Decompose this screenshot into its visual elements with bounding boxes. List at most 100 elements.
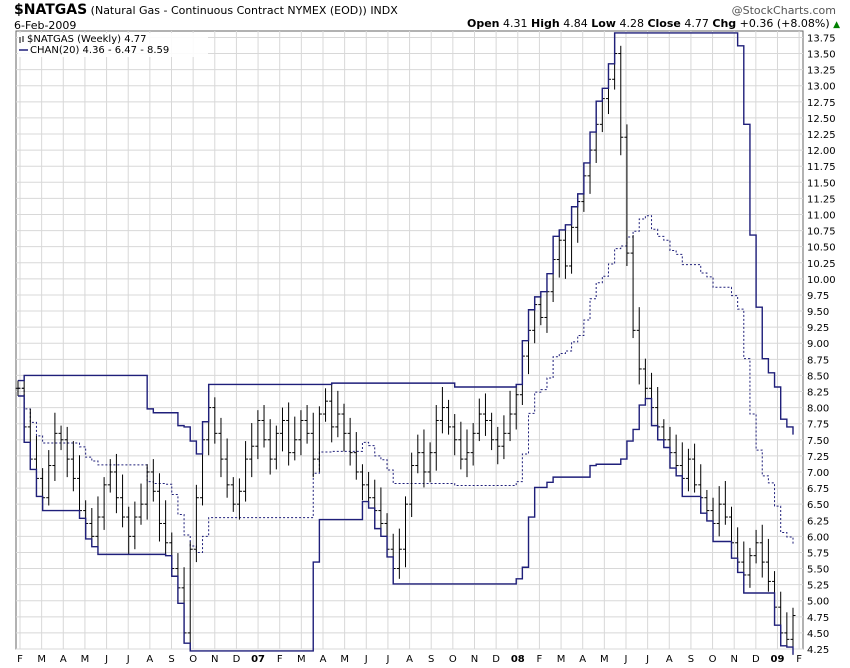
x-tick-label: J (624, 654, 628, 665)
x-tick-label: 07 (251, 654, 265, 665)
low-value: 4.28 (619, 17, 644, 30)
quote-bar: Open 4.31 High 4.84 Low 4.28 Close 4.77 … (467, 17, 840, 30)
x-tick-label: M (600, 654, 609, 665)
y-tick-label: 13.75 (807, 33, 836, 44)
low-label: Low (591, 17, 616, 30)
y-tick-label: 11.00 (807, 210, 836, 221)
y-tick-label: 4.75 (807, 613, 829, 624)
y-tick-label: 12.50 (807, 114, 836, 125)
x-tick-label: 09 (771, 654, 785, 665)
x-tick-label: O (449, 654, 457, 665)
x-tick-label: A (406, 654, 413, 665)
x-tick-label: J (104, 654, 108, 665)
y-tick-label: 9.50 (807, 307, 829, 318)
x-tick-label: S (428, 654, 434, 665)
open-label: Open (467, 17, 500, 30)
y-tick-label: 6.50 (807, 500, 829, 511)
y-tick-label: 7.50 (807, 436, 829, 447)
x-tick-label: O (189, 654, 197, 665)
watermark: @StockCharts.com (731, 4, 836, 17)
x-tick-label: D (752, 654, 760, 665)
legend: $NATGAS (Weekly) 4.77 CHAN(20) 4.36 - 6.… (18, 33, 208, 57)
y-tick-label: 6.00 (807, 532, 829, 543)
y-tick-label: 9.25 (807, 323, 829, 334)
y-tick-label: 9.75 (807, 291, 829, 302)
y-tick-label: 10.00 (807, 275, 836, 286)
high-value: 4.84 (563, 17, 588, 30)
y-tick-label: 12.75 (807, 98, 836, 109)
description: (Natural Gas - Continuous Contract NYMEX… (90, 4, 367, 17)
y-tick-label: 11.25 (807, 194, 836, 205)
x-tick-label: J (645, 654, 649, 665)
close-label: Close (647, 17, 681, 30)
y-tick-label: 13.00 (807, 82, 836, 93)
y-tick-label: 5.50 (807, 565, 829, 576)
y-tick-label: 8.50 (807, 371, 829, 382)
x-tick-label: M (37, 654, 46, 665)
x-tick-label: M (557, 654, 566, 665)
y-tick-label: 12.00 (807, 146, 836, 157)
up-arrow-icon: ▲ (833, 20, 841, 30)
symbol: $NATGAS (14, 2, 88, 18)
y-tick-label: 6.25 (807, 516, 829, 527)
exchange: INDX (370, 4, 398, 17)
x-tick-label: A (579, 654, 586, 665)
legend-channel-label: CHAN(20) 4.36 - 6.47 - 8.59 (30, 45, 169, 56)
legend-price-label: $NATGAS (Weekly) 4.77 (27, 34, 146, 45)
y-tick-label: 13.25 (807, 66, 836, 77)
y-tick-label: 8.25 (807, 388, 829, 399)
y-tick-label: 11.75 (807, 162, 836, 173)
x-tick-label: J (364, 654, 368, 665)
x-tick-label: M (81, 654, 90, 665)
y-tick-label: 10.25 (807, 259, 836, 270)
x-tick-label: M (340, 654, 349, 665)
y-axis: 4.25 4.50 4.75 5.00 5.25 5.50 5.75 6.00 6.25 6.50… (807, 33, 836, 656)
channel-upper-line (18, 32, 794, 455)
x-tick-label: 08 (511, 654, 525, 665)
mid-band-path (18, 215, 794, 553)
y-tick-label: 10.50 (807, 243, 836, 254)
y-tick-label: 13.50 (807, 50, 836, 61)
chart-date: 6-Feb-2009 (14, 19, 77, 32)
x-tick-label: F (537, 654, 543, 665)
x-tick-label: J (385, 654, 389, 665)
channel-mid-line (18, 215, 794, 553)
x-tick-label: A (666, 654, 673, 665)
y-tick-label: 7.75 (807, 420, 829, 431)
close-value: 4.77 (684, 17, 709, 30)
x-tick-label: N (730, 654, 737, 665)
y-tick-label: 5.75 (807, 548, 829, 559)
y-tick-label: 7.25 (807, 452, 829, 463)
x-axis: F M A M J J A S O N D 07 F M A M J J A S O N D 08 F M A M J J A S O N D 09 F (17, 654, 802, 665)
x-tick-label: D (233, 654, 241, 665)
lower-band-path (18, 395, 794, 655)
x-tick-label: O (709, 654, 717, 665)
chart-title: $NATGAS (Natural Gas - Continuous Contra… (14, 2, 398, 18)
x-tick-label: S (688, 654, 694, 665)
x-tick-label: A (320, 654, 327, 665)
y-tick-label: 10.75 (807, 227, 836, 238)
x-tick-label: N (211, 654, 218, 665)
x-tick-label: D (492, 654, 500, 665)
x-tick-label: J (126, 654, 130, 665)
open-value: 4.31 (503, 17, 528, 30)
y-tick-label: 12.25 (807, 130, 836, 141)
chg-label: Chg (712, 17, 737, 30)
chg-value: +0.36 (+8.08%) (739, 17, 830, 30)
x-tick-label: S (168, 654, 174, 665)
x-tick-label: A (60, 654, 67, 665)
y-tick-label: 4.50 (807, 629, 829, 640)
x-tick-label: M (297, 654, 306, 665)
x-tick-label: F (17, 654, 23, 665)
y-tick-label: 5.25 (807, 581, 829, 592)
upper-band-path (18, 32, 794, 455)
x-tick-label: N (471, 654, 478, 665)
y-tick-label: 8.00 (807, 404, 829, 415)
y-tick-label: 11.50 (807, 178, 836, 189)
y-tick-label: 6.75 (807, 484, 829, 495)
x-tick-label: F (796, 654, 802, 665)
channel-lower-line (18, 395, 794, 655)
y-tick-label: 9.00 (807, 339, 829, 350)
y-tick-label: 4.25 (807, 645, 829, 656)
